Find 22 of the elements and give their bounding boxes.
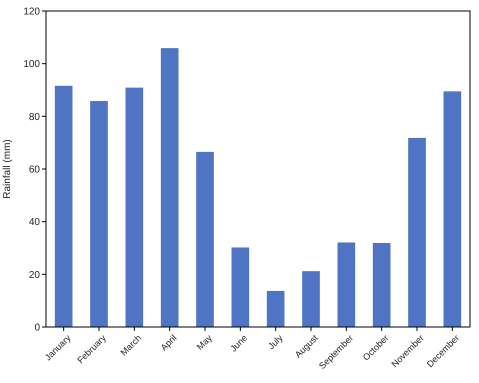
- bar: [444, 91, 462, 327]
- bar: [408, 138, 426, 327]
- x-tick-label: May: [194, 332, 214, 352]
- bar: [302, 271, 320, 327]
- y-axis-title: Rainfall (mm): [2, 139, 13, 199]
- bar: [372, 242, 390, 327]
- bar: [338, 242, 356, 327]
- bar: [196, 152, 214, 327]
- y-tick-label: 100: [23, 59, 40, 70]
- y-tick-label: 40: [28, 217, 40, 228]
- y-tick-label: 60: [28, 164, 40, 176]
- y-tick-label: 120: [23, 6, 40, 18]
- y-tick-label: 0: [34, 322, 40, 334]
- bar: [90, 101, 108, 327]
- bar: [126, 88, 144, 327]
- bar: [266, 290, 284, 327]
- bar: [232, 247, 250, 327]
- y-tick-label: 80: [28, 112, 40, 123]
- bar: [160, 48, 178, 327]
- y-tick-label: 20: [28, 270, 40, 281]
- bar: [54, 86, 72, 327]
- x-tick-label: July: [266, 332, 285, 352]
